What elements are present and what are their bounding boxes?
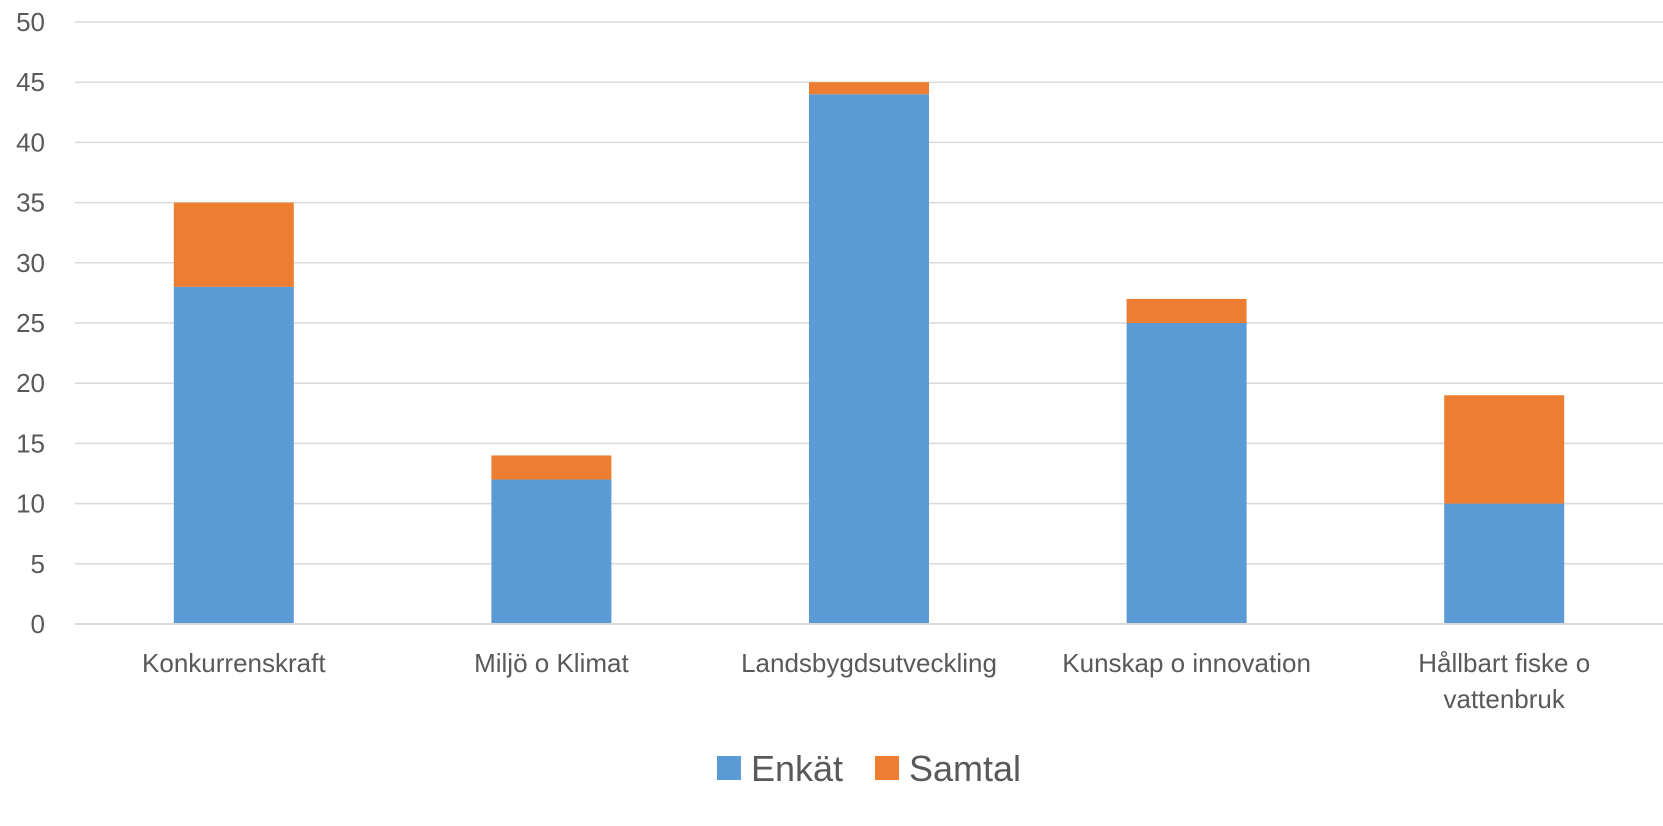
bar-enk-t-4: [1444, 503, 1565, 624]
legend[interactable]: Enkät Samtal: [716, 748, 1021, 789]
y-tick-label: 50: [16, 7, 45, 37]
y-tick-label: 25: [16, 308, 45, 338]
legend-label: Samtal: [909, 748, 1021, 789]
bars: [173, 82, 1565, 625]
bar-samtal-3: [1126, 298, 1247, 323]
x-category-label: Kunskap o innovation: [1062, 648, 1311, 678]
bar-enk-t-2: [809, 94, 929, 625]
y-tick-label: 5: [31, 549, 45, 579]
legend-item-enk-t[interactable]: Enkät: [716, 748, 843, 789]
x-category-label: Landsbygdsutveckling: [741, 648, 997, 678]
y-tick-label: 40: [16, 127, 45, 157]
y-tick-label: 15: [16, 428, 45, 458]
legend-item-samtal[interactable]: Samtal: [875, 748, 1021, 789]
bar-enk-t-1: [491, 479, 612, 624]
y-tick-label: 45: [16, 67, 45, 97]
y-tick-label: 10: [16, 489, 45, 519]
bar-enk-t-0: [173, 286, 294, 624]
y-tick-label: 35: [16, 188, 45, 218]
x-category-label: vattenbruk: [1443, 684, 1565, 714]
legend-label: Enkät: [751, 748, 843, 789]
x-category-label: Hållbart fiske o: [1418, 648, 1590, 678]
x-axis: Konkurrenskraft Miljö o Klimat Landsbygdsu…: [75, 623, 1663, 714]
bar-samtal-4: [1444, 395, 1565, 504]
x-category-label: Miljö o Klimat: [474, 648, 629, 678]
x-category-label: Konkurrenskraft: [142, 648, 326, 678]
y-tick-label: 20: [16, 368, 45, 398]
legend-swatch: [875, 756, 900, 780]
legend-swatch: [716, 756, 741, 780]
bar-enk-t-3: [1126, 323, 1247, 624]
bar-samtal-1: [491, 455, 612, 480]
y-tick-label: 30: [16, 248, 45, 278]
y-tick-label: 0: [31, 609, 45, 639]
bar-samtal-0: [173, 202, 294, 287]
bar-samtal-2: [809, 82, 929, 95]
y-axis-ticks: 0 5 10 15 20 25 30 35 40 45 50: [16, 7, 45, 639]
